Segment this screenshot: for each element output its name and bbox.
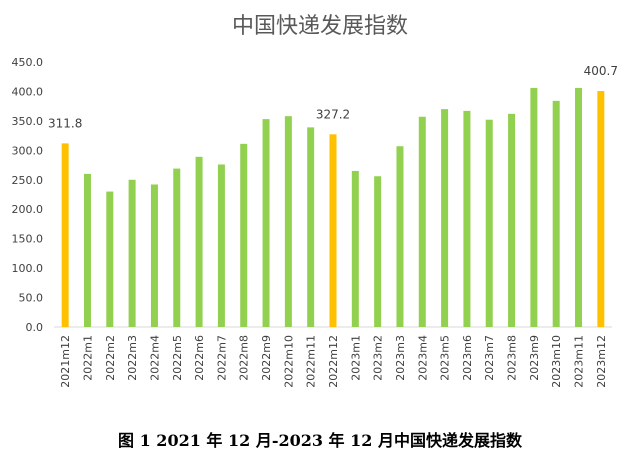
bar	[463, 110, 471, 327]
x-tick-label: 2022m9	[260, 335, 273, 381]
x-tick-label: 2022m2	[104, 335, 117, 381]
bar	[351, 170, 359, 327]
x-tick-label: 2022m3	[126, 335, 139, 381]
bar	[217, 164, 225, 327]
y-tick-label: 0.0	[26, 321, 44, 334]
x-tick-label: 2022m8	[238, 335, 251, 381]
bar	[396, 146, 404, 327]
bar	[508, 113, 516, 327]
x-tick-label: 2022m1	[81, 335, 94, 381]
bar	[195, 156, 203, 327]
data-label: 400.7	[584, 64, 618, 78]
x-tick-label: 2023m1	[349, 335, 362, 381]
y-tick-label: 150.0	[12, 233, 44, 246]
bar	[552, 100, 560, 327]
x-tick-label: 2022m10	[282, 335, 295, 388]
x-tick-label: 2023m6	[461, 335, 474, 381]
y-tick-label: 350.0	[12, 115, 44, 128]
bar	[173, 168, 181, 327]
bar	[418, 116, 426, 328]
x-tick-label: 2022m12	[327, 335, 340, 388]
x-tick-label: 2022m4	[148, 335, 161, 381]
bar	[307, 127, 315, 327]
x-tick-label: 2022m11	[305, 335, 318, 388]
bar	[597, 91, 605, 327]
x-tick-label: 2023m5	[439, 335, 452, 381]
bar	[106, 191, 114, 327]
x-tick-label: 2021m12	[59, 335, 72, 388]
data-label: 327.2	[316, 107, 350, 121]
y-tick-label: 450.0	[12, 56, 44, 69]
bar	[240, 143, 248, 327]
x-tick-label: 2023m8	[506, 335, 519, 381]
y-tick-label: 50.0	[19, 292, 44, 305]
bar	[284, 116, 292, 327]
x-tick-label: 2023m9	[528, 335, 541, 381]
x-tick-label: 2023m7	[483, 335, 496, 381]
bar	[575, 87, 583, 328]
bar	[83, 173, 91, 327]
y-tick-label: 300.0	[12, 144, 44, 157]
x-tick-label: 2022m7	[215, 335, 228, 381]
x-tick-label: 2022m5	[171, 335, 184, 381]
x-tick-label: 2023m10	[550, 335, 563, 388]
bar	[530, 87, 538, 328]
bar	[329, 134, 337, 327]
bar	[61, 143, 69, 327]
bar	[441, 109, 449, 327]
y-tick-label: 100.0	[12, 262, 44, 275]
x-tick-label: 2023m11	[573, 335, 586, 388]
bar	[150, 184, 158, 327]
chart-title: 中国快递发展指数	[231, 14, 408, 39]
y-tick-label: 200.0	[12, 203, 44, 216]
x-tick-label: 2023m2	[372, 335, 385, 381]
y-tick-label: 400.0	[12, 85, 44, 98]
data-label: 311.8	[48, 116, 82, 130]
x-tick-label: 2023m4	[416, 335, 429, 381]
x-tick-label: 2023m3	[394, 335, 407, 381]
bar	[485, 119, 493, 327]
bar	[374, 176, 382, 327]
bar	[128, 179, 136, 327]
y-tick-label: 250.0	[12, 174, 44, 187]
x-tick-label: 2023m12	[595, 335, 608, 388]
x-tick-label: 2022m6	[193, 335, 206, 381]
bar	[262, 119, 270, 327]
figure-caption: 图 1 2021 年 12 月-2023 年 12 月中国快递发展指数	[118, 431, 522, 450]
